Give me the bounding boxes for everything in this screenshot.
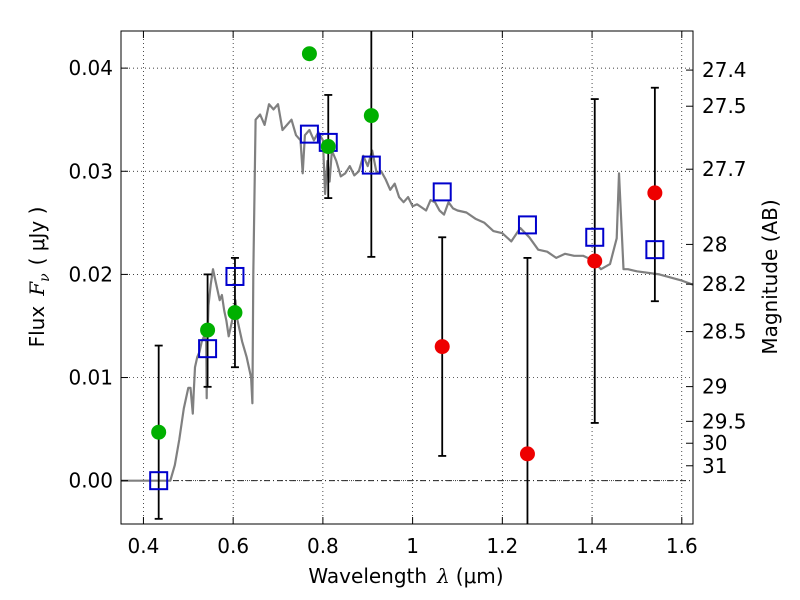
model-square-8 — [585, 227, 605, 247]
model-photometry-squares — [149, 124, 665, 491]
y-tick-label-3: 0.03 — [68, 159, 113, 183]
mag-tick-label-8: 30 — [702, 431, 727, 455]
y-tick-label-1: 0.01 — [68, 366, 113, 390]
model-square-0 — [149, 471, 169, 491]
mag-tick-label-9: 31 — [702, 454, 727, 478]
observed-flux-points — [151, 46, 663, 462]
x-tick-label-1: 0.6 — [217, 534, 249, 558]
model-square-1 — [198, 339, 218, 359]
x-axis-label-symbol: λ — [436, 564, 450, 588]
y-axis-label-subscript: ν — [37, 273, 53, 282]
detection-point-3 — [301, 46, 317, 62]
nondetection-point-3 — [647, 185, 663, 201]
nondetection-point-2 — [587, 253, 603, 269]
x-axis-label-unit: (μm) — [456, 564, 504, 588]
x-tick-label-3: 1 — [406, 534, 419, 558]
model-square-3 — [299, 124, 319, 144]
model-square-7 — [517, 215, 537, 235]
model-sed-curve — [121, 103, 694, 482]
model-sed-line — [121, 103, 694, 482]
model-square-6 — [432, 182, 452, 202]
x-tick-label-6: 1.6 — [666, 534, 698, 558]
y-axis-label-symbol: F — [25, 281, 49, 297]
mag-tick-label-0: 27.4 — [702, 58, 747, 82]
x-tick-label-5: 1.4 — [576, 534, 608, 558]
x-tick-label-4: 1.2 — [486, 534, 518, 558]
y-axis-label: Flux Fν ( μJy ) — [25, 207, 53, 348]
x-axis-label: Wavelength λ (μm) — [308, 564, 503, 588]
mag-tick-label-5: 28.5 — [702, 320, 747, 344]
detection-point-5 — [363, 108, 379, 124]
model-square-2 — [225, 266, 245, 286]
detection-point-4 — [320, 139, 336, 155]
mag-tick-label-3: 28 — [702, 232, 727, 256]
detection-point-1 — [200, 322, 216, 338]
detection-point-2 — [227, 305, 243, 321]
tick-labels: 0.4 0.6 0.8 1 1.2 1.4 1.6 0.00 0.01 0.02 0.03 0.04 2… — [68, 56, 746, 558]
mag-tick-label-6: 29 — [702, 375, 727, 399]
x-tick-label-0: 0.4 — [128, 534, 160, 558]
mag-tick-label-4: 28.2 — [702, 272, 747, 296]
y-axis-label-text: Flux — [25, 306, 49, 348]
nondetection-point-1 — [519, 446, 535, 462]
detection-point-0 — [151, 424, 167, 440]
plot-frame — [120, 30, 694, 525]
model-square-9 — [645, 240, 665, 260]
y-axis-label-unit: ( μJy ) — [25, 207, 49, 266]
errorbar-7 — [523, 257, 532, 524]
errorbar-5 — [367, 31, 376, 258]
mag-tick-label-7: 29.5 — [702, 409, 747, 433]
mag-tick-label-1: 27.5 — [702, 94, 747, 118]
nondetection-point-0 — [434, 339, 450, 355]
mag-tick-label-2: 27.7 — [702, 157, 747, 181]
y-tick-label-2: 0.02 — [68, 262, 113, 286]
x-tick-label-2: 0.8 — [307, 534, 339, 558]
y2-axis-label: Magnitude (AB) — [758, 199, 782, 354]
y-tick-label-0: 0.00 — [68, 469, 113, 493]
x-axis-label-text: Wavelength — [308, 564, 427, 588]
y-tick-label-4: 0.04 — [68, 56, 113, 80]
model-square-5 — [361, 155, 381, 175]
grid-lines — [121, 31, 693, 524]
axis-ticks — [121, 31, 693, 524]
